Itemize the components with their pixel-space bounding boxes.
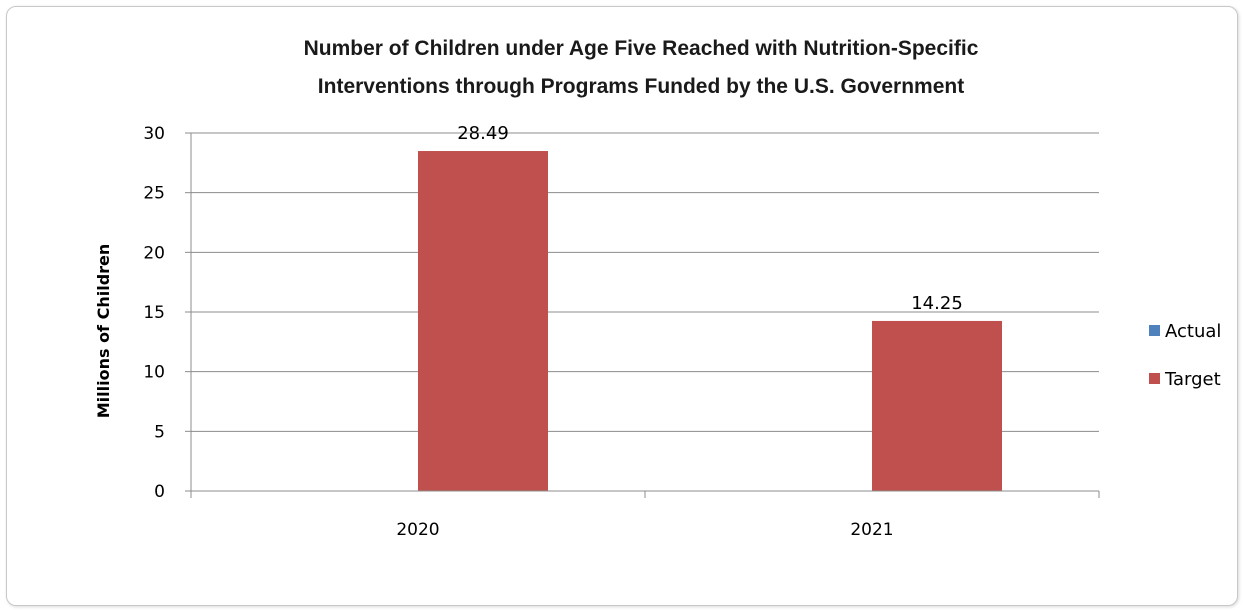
legend-label-actual: Actual: [1165, 321, 1221, 342]
y-tick-label: 10: [143, 363, 165, 383]
y-tick-label: 30: [143, 124, 165, 144]
legend-swatch-actual: [1149, 325, 1160, 336]
x-category-label-2021: 2021: [850, 520, 893, 540]
chart-frame: Number of Children under Age Five Reache…: [6, 6, 1238, 606]
bars: [418, 151, 1002, 491]
chart-title-line-1: Number of Children under Age Five Reache…: [304, 37, 979, 60]
y-tick-label: 20: [143, 243, 165, 263]
x-category-labels: 2020 2021: [396, 520, 893, 540]
legend-label-target: Target: [1164, 369, 1221, 390]
y-tick-label: 25: [143, 184, 165, 204]
bar-target-2021: [872, 320, 1002, 491]
legend-swatch-target: [1149, 373, 1160, 384]
chart-svg: Number of Children under Age Five Reache…: [94, 37, 1221, 540]
y-tick-label: 5: [154, 422, 165, 442]
data-label-target-2021: 14.25: [911, 293, 963, 314]
chart-title: Number of Children under Age Five Reache…: [304, 37, 979, 98]
y-tick-label: 0: [154, 482, 165, 502]
data-label-target-2020: 28.49: [457, 123, 509, 144]
y-tick-labels: 0 5 10 15 20 25 30: [143, 124, 191, 502]
data-labels: 28.49 14.25: [457, 123, 963, 314]
bar-target-2020: [418, 151, 548, 491]
legend: Actual Target: [1149, 321, 1221, 390]
y-tick-label: 15: [143, 303, 165, 323]
x-category-label-2020: 2020: [396, 520, 439, 540]
chart-title-line-2: Interventions through Programs Funded by…: [318, 75, 964, 98]
y-axis-label: Millions of Children: [94, 244, 113, 419]
